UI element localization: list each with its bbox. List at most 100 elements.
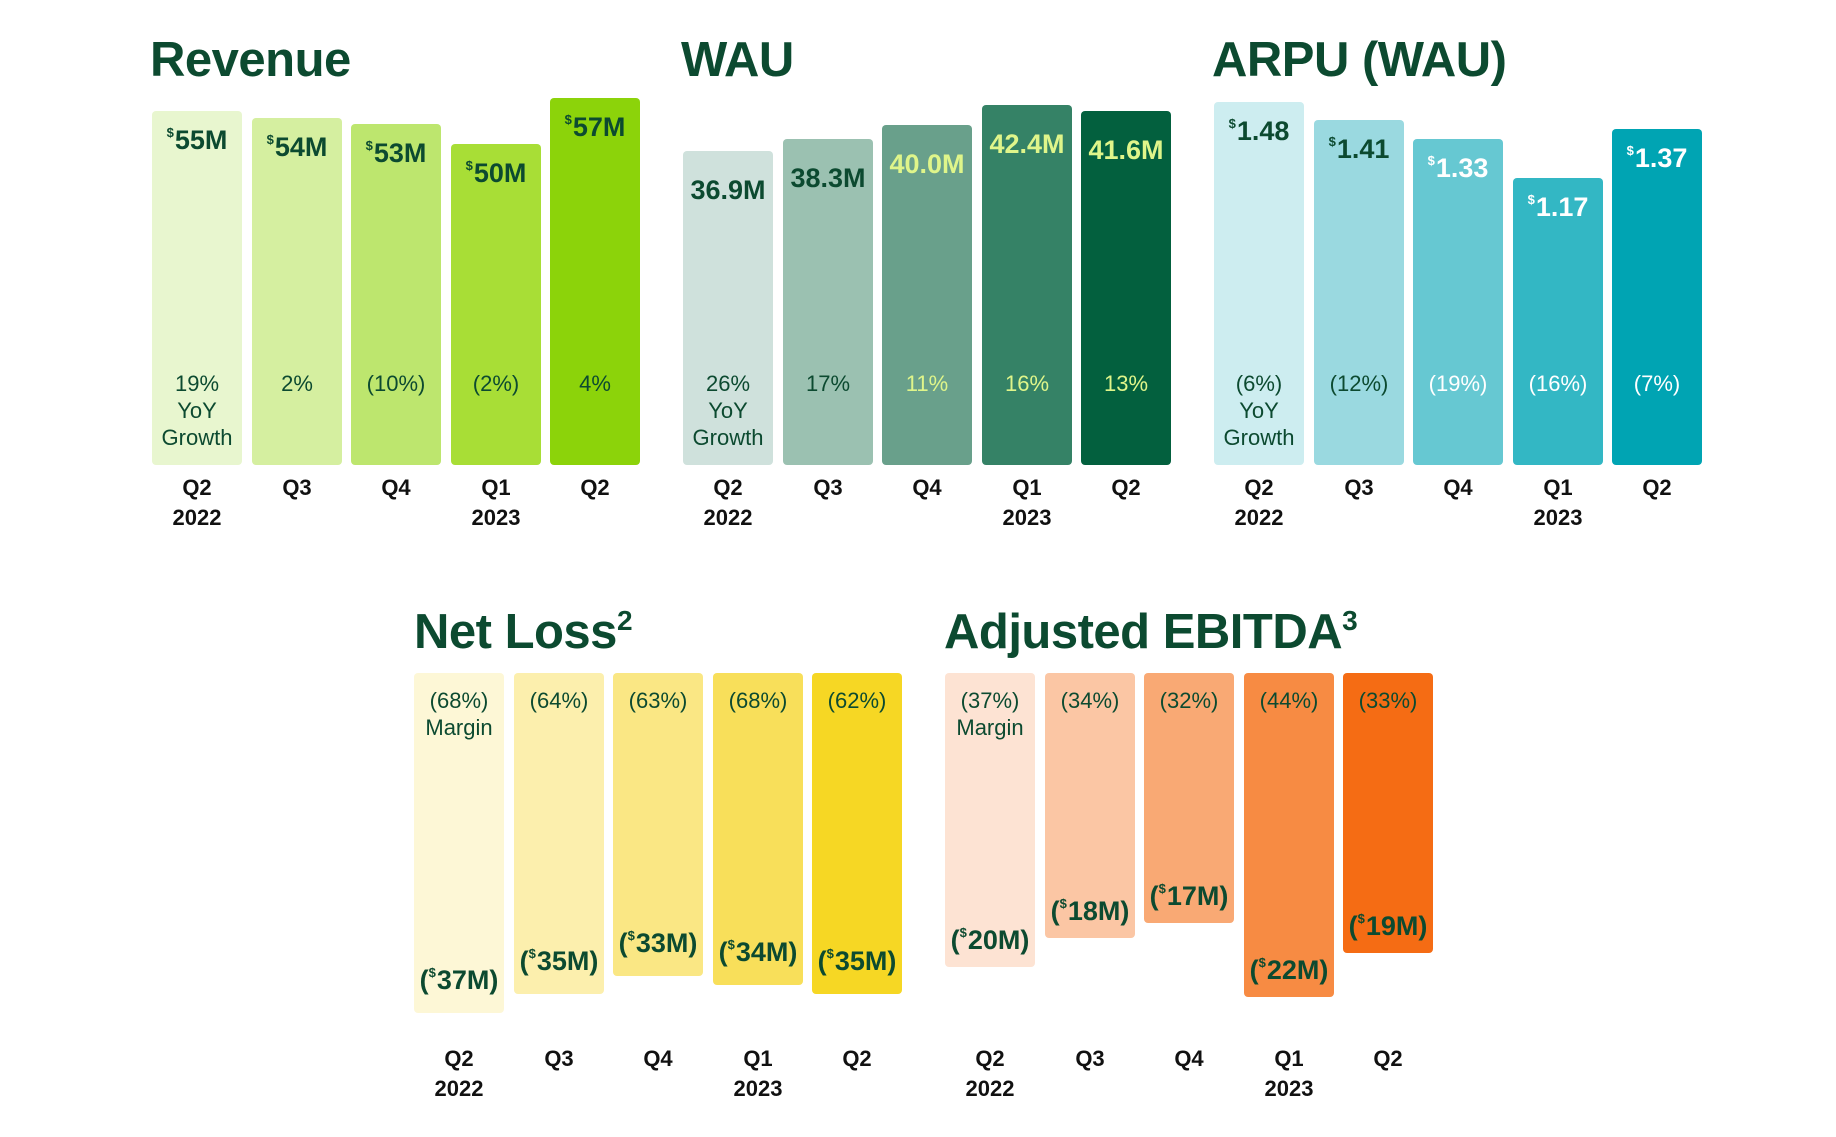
revenue-bar[interactable] <box>252 117 342 465</box>
arpu-value-label: $1.48 <box>1204 116 1314 147</box>
revenue-axis-label: Q2 <box>540 473 650 503</box>
adj_ebitda-title: Adjusted EBITDA3 <box>944 604 1358 660</box>
net_loss-value-text: 37M <box>436 964 490 995</box>
arpu-value-text: 1.41 <box>1336 133 1390 164</box>
adj_ebitda-secondary-label: (34%) <box>1035 687 1145 714</box>
net_loss-bar[interactable] <box>414 673 504 1013</box>
net_loss-currency-symbol: $ <box>826 946 834 962</box>
revenue-axis-line: Q4 <box>381 475 411 500</box>
wau-bar[interactable] <box>882 125 972 465</box>
adj_ebitda-secondary-label: (32%) <box>1134 687 1244 714</box>
adj_ebitda-bar[interactable] <box>1144 673 1234 924</box>
wau-secondary-label: 17% <box>773 370 883 397</box>
adj_ebitda-currency-symbol: $ <box>959 925 967 941</box>
adj_ebitda-currency-symbol: $ <box>1059 895 1067 911</box>
wau-axis-line: Q1 <box>1012 475 1042 500</box>
arpu-axis-label: Q2 <box>1602 473 1712 503</box>
net_loss-bar[interactable] <box>514 673 604 995</box>
arpu-secondary-label: (6%) YoY Growth <box>1204 370 1314 451</box>
adj_ebitda-bar[interactable] <box>1045 673 1135 938</box>
net_loss-axis-label: Q1 2023 <box>703 1044 813 1104</box>
arpu-bar[interactable] <box>1413 139 1503 465</box>
net_loss-secondary-label: (63%) <box>603 687 713 714</box>
revenue-secondary-line: 2% <box>281 371 313 396</box>
arpu-value-text: 1.37 <box>1634 143 1688 174</box>
wau-secondary-line: 13% <box>1103 371 1149 396</box>
revenue-title-text: Revenue <box>150 33 351 87</box>
revenue-value-text: 57M <box>572 112 626 143</box>
arpu-secondary-line: (12%) <box>1329 371 1389 396</box>
net_loss-value-label: ($34M) <box>718 937 798 968</box>
arpu-secondary-label: (12%) <box>1304 370 1414 397</box>
adj_ebitda-bar[interactable] <box>1343 673 1433 953</box>
net_loss-value-label: ($35M) <box>519 946 599 977</box>
arpu-bar[interactable] <box>1214 102 1304 465</box>
adj_ebitda-value-label: ($17M) <box>1149 881 1229 912</box>
net_loss-bar[interactable] <box>713 673 803 986</box>
arpu-axis-label: Q1 2023 <box>1503 473 1613 533</box>
revenue-currency-symbol: $ <box>266 131 274 147</box>
wau-axis-line: Q4 <box>912 475 942 500</box>
adj_ebitda-value-text: 19M <box>1365 910 1419 941</box>
revenue-bar[interactable] <box>451 143 541 465</box>
arpu-bar[interactable] <box>1314 119 1404 465</box>
net_loss-value-label: ($35M) <box>817 946 897 977</box>
arpu-bar[interactable] <box>1612 129 1702 465</box>
net_loss-secondary-line: (63%) <box>628 688 688 713</box>
revenue-title: Revenue <box>150 32 351 88</box>
arpu-secondary-line: Growth <box>1223 425 1295 450</box>
arpu-secondary-label: (7%) <box>1602 370 1712 397</box>
net_loss-axis-label: Q2 <box>802 1044 912 1074</box>
adj_ebitda-axis-label: Q3 <box>1035 1044 1145 1074</box>
net_loss-value-text: 35M <box>834 946 888 977</box>
net_loss-bar[interactable] <box>812 673 902 995</box>
arpu-secondary-label: (16%) <box>1503 370 1613 397</box>
arpu-value-label: $1.33 <box>1403 153 1513 184</box>
net_loss-axis-line: 2023 <box>733 1076 783 1101</box>
adj_ebitda-value-label: ($22M) <box>1249 954 1329 985</box>
wau-value-label: 38.3M <box>773 163 883 194</box>
revenue-value-label: $53M <box>341 138 451 169</box>
revenue-value-label: $55M <box>142 125 252 156</box>
revenue-bar[interactable] <box>351 124 441 465</box>
revenue-secondary-label: 2% <box>242 370 352 397</box>
revenue-currency-symbol: $ <box>564 112 572 128</box>
arpu-currency-symbol: $ <box>1328 133 1336 149</box>
adj_ebitda-value-text: 17M <box>1166 881 1220 912</box>
arpu-axis-label: Q2 2022 <box>1204 473 1314 533</box>
wau-value-label: 40.0M <box>872 149 982 180</box>
revenue-axis-line: Q2 <box>182 475 212 500</box>
wau-axis-label: Q4 <box>872 473 982 503</box>
wau-secondary-line: 17% <box>805 371 851 396</box>
wau-bar[interactable] <box>783 139 873 465</box>
arpu-bar[interactable] <box>1513 178 1603 465</box>
wau-secondary-label: 16% <box>972 370 1082 397</box>
revenue-bar[interactable] <box>152 111 242 465</box>
arpu-title: ARPU (WAU) <box>1212 32 1507 88</box>
net_loss-currency-symbol: $ <box>627 927 635 943</box>
net_loss-axis-label: Q4 <box>603 1044 713 1074</box>
adj_ebitda-axis-line: Q2 <box>1373 1046 1403 1071</box>
net_loss-value-text: 33M <box>635 927 689 958</box>
revenue-bar[interactable] <box>550 98 640 465</box>
net_loss-secondary-label: (62%) <box>802 687 912 714</box>
wau-secondary-line: 26% <box>705 371 751 396</box>
wau-bar[interactable] <box>683 151 773 465</box>
wau-axis-line: 2023 <box>1002 505 1052 530</box>
net_loss-axis-line: Q1 <box>743 1046 773 1071</box>
net_loss-bar[interactable] <box>613 673 703 976</box>
wau-secondary-line: YoY <box>708 398 748 423</box>
net_loss-axis-line: Q2 <box>842 1046 872 1071</box>
wau-secondary-line: 16% <box>1004 371 1050 396</box>
arpu-secondary-line: (6%) <box>1235 371 1283 396</box>
wau-bar[interactable] <box>1081 111 1171 465</box>
wau-bar[interactable] <box>982 104 1072 465</box>
adj_ebitda-bar[interactable] <box>945 673 1035 968</box>
adj_ebitda-bar[interactable] <box>1244 673 1334 997</box>
arpu-title-text: ARPU (WAU) <box>1212 33 1507 87</box>
wau-value-text: 42.4M <box>989 128 1065 159</box>
wau-secondary-line: Growth <box>692 425 764 450</box>
arpu-currency-symbol: $ <box>1626 143 1634 159</box>
wau-axis-line: Q3 <box>813 475 843 500</box>
wau-value-text: 41.6M <box>1088 135 1164 166</box>
